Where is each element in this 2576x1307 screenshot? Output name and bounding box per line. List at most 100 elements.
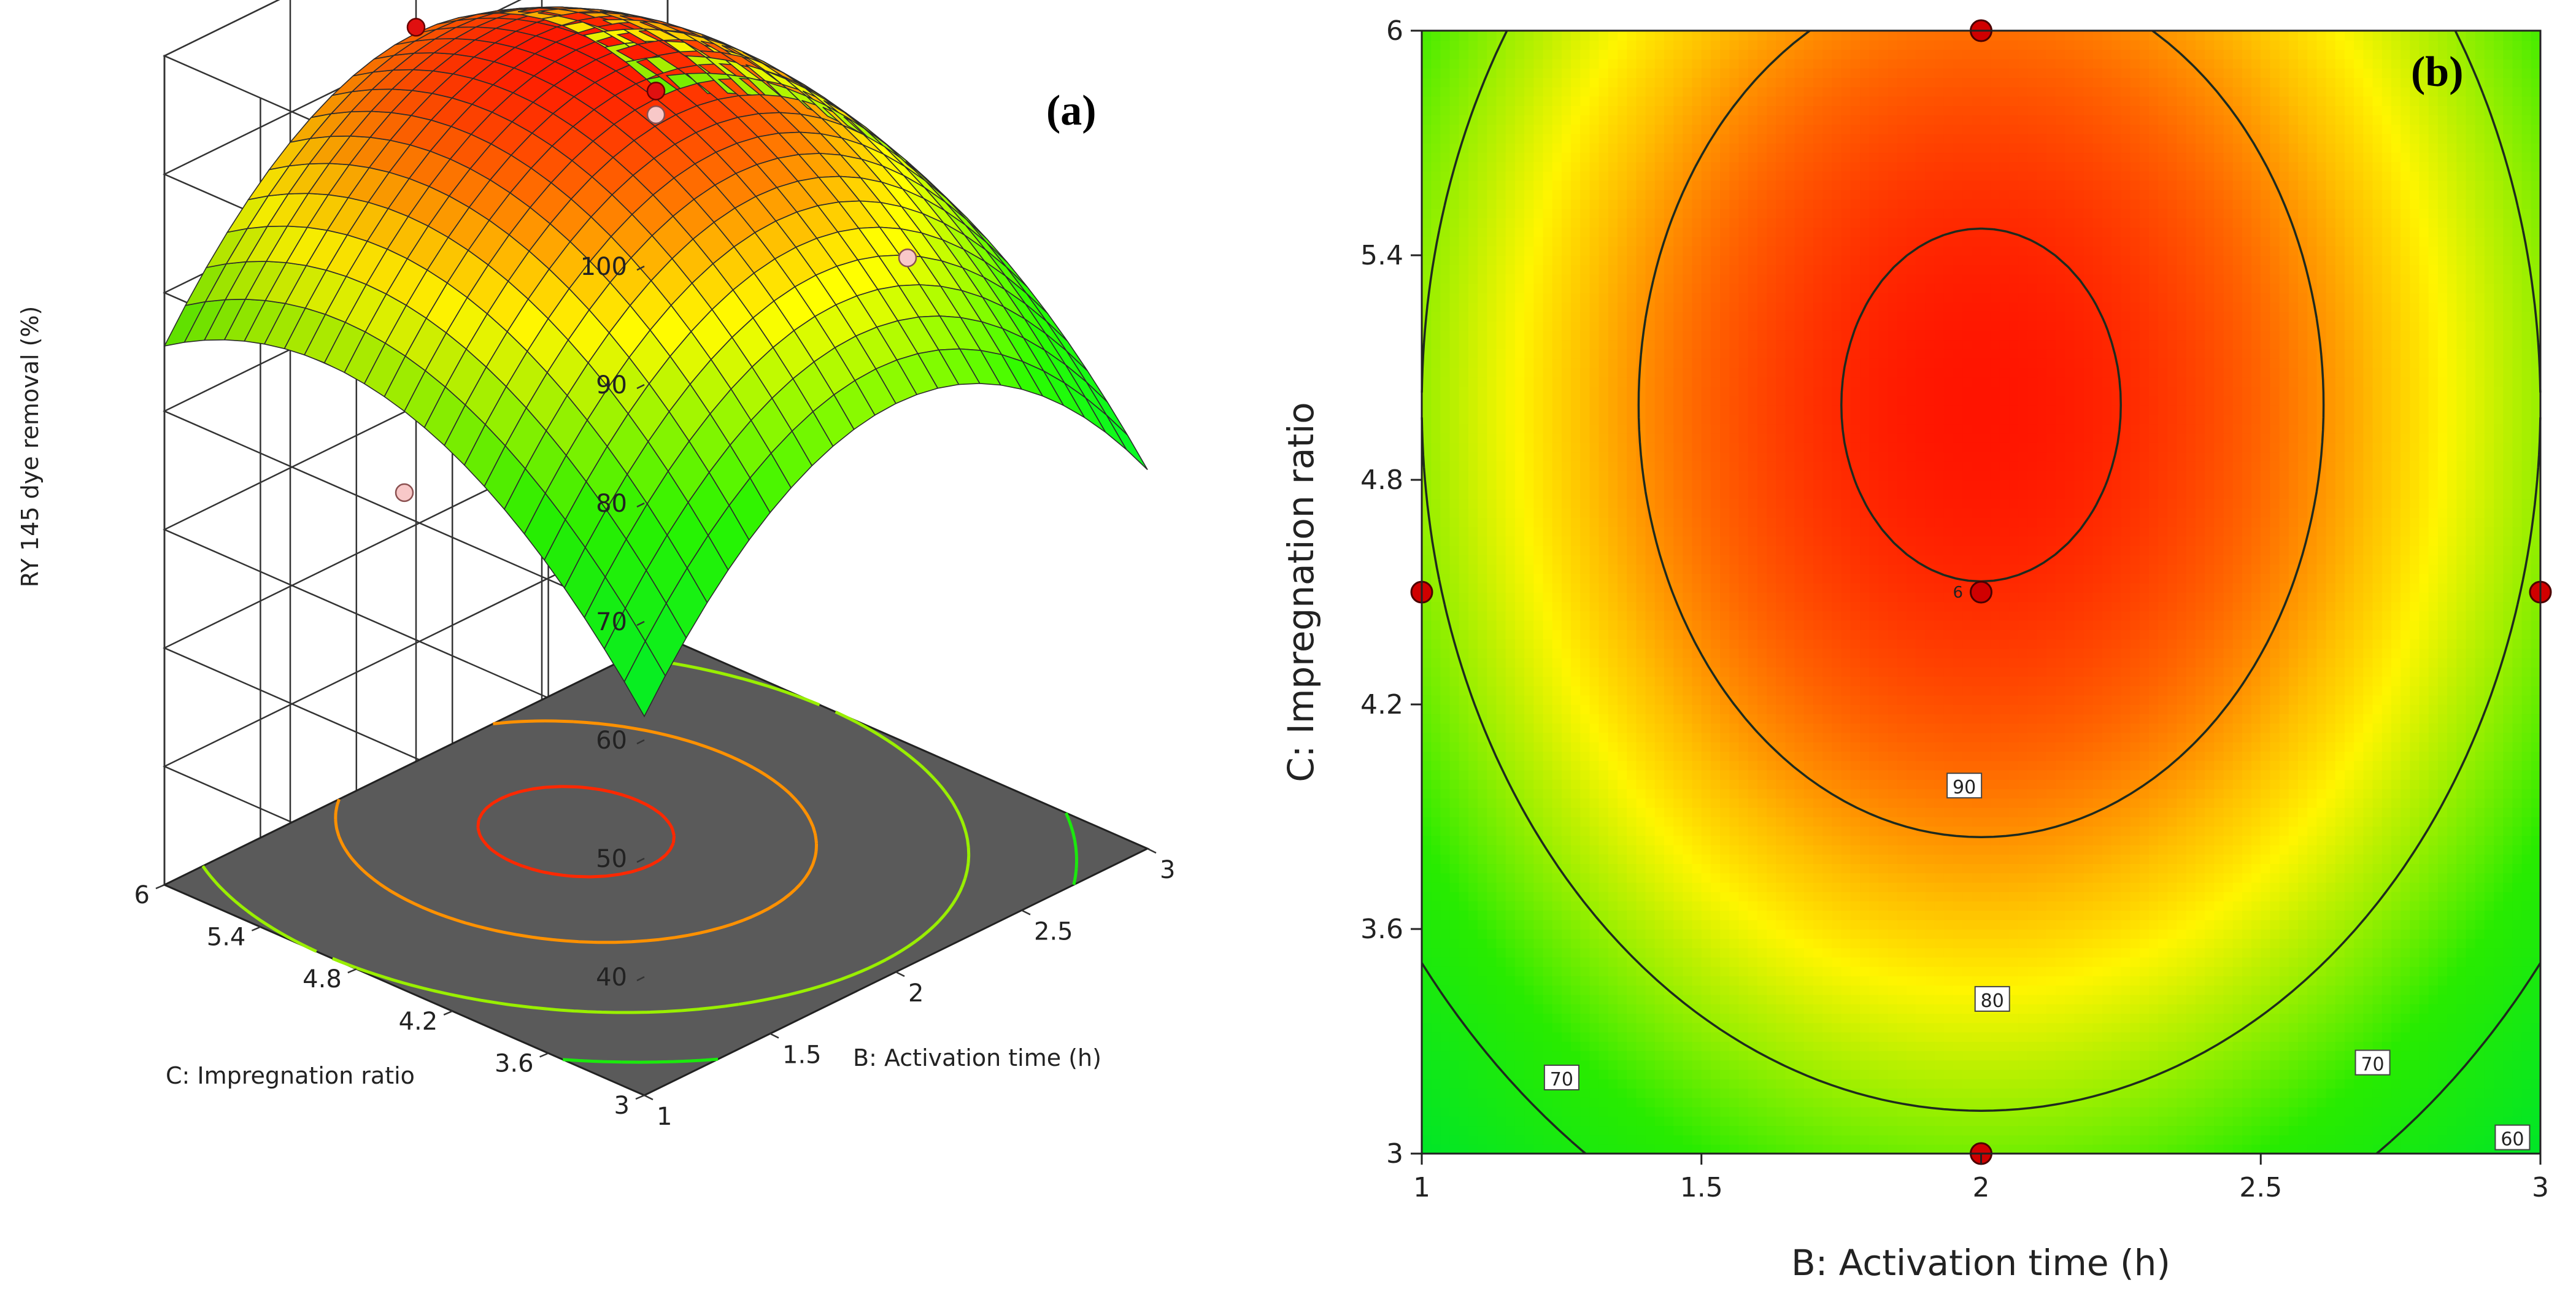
- panel-b-field-cell: [1571, 433, 1581, 443]
- panel-b-field-cell: [1701, 892, 1711, 902]
- panel-b-field-cell: [1654, 732, 1665, 742]
- panel-b-field-cell: [1571, 1097, 1581, 1108]
- panel-b-field-cell: [1720, 433, 1730, 443]
- panel-b-field-cell: [1580, 1004, 1591, 1014]
- panel-b-field-cell: [1543, 433, 1553, 443]
- panel-b-field-cell: [1673, 1041, 1684, 1052]
- panel-b-field-cell: [1449, 994, 1460, 1004]
- panel-a-response-surface: [163, 6, 1148, 718]
- panel-b-field-cell: [1608, 536, 1618, 546]
- panel-b-field-cell: [1683, 1031, 1693, 1042]
- panel-a-x-tick: [1021, 909, 1031, 916]
- panel-b-field-cell: [1543, 564, 1553, 574]
- panel-b-field-cell: [1561, 742, 1571, 752]
- panel-b-field-cell: [1468, 1060, 1478, 1070]
- panel-b-field-cell: [1487, 245, 1497, 256]
- panel-b-field-cell: [1449, 489, 1460, 499]
- panel-b-field-cell: [1459, 452, 1469, 462]
- panel-b-field-cell: [1636, 423, 1646, 434]
- panel-b-field-cell: [1468, 68, 1478, 79]
- panel-b-field-cell: [1543, 630, 1553, 640]
- panel-b-field-cell: [1422, 536, 1432, 546]
- panel-b-field-cell: [1478, 1144, 1488, 1154]
- panel-b-field-cell: [1618, 115, 1628, 125]
- panel-b-field-cell: [1748, 1069, 1758, 1079]
- panel-b-field-cell: [1645, 854, 1656, 865]
- panel-b-field-cell: [1645, 236, 1656, 247]
- panel-b-field-cell: [1422, 152, 1432, 163]
- panel-b-field-cell: [1496, 639, 1506, 649]
- panel-b-field-cell: [1608, 798, 1618, 808]
- panel-b-field-cell: [1738, 143, 1749, 153]
- panel-b-field-cell: [1422, 96, 1432, 106]
- panel-b-field-cell: [1701, 1125, 1711, 1136]
- panel-b-field-cell: [1710, 293, 1721, 303]
- panel-b-field-cell: [1449, 199, 1460, 209]
- panel-b-field-cell: [1468, 723, 1478, 733]
- panel-b-field-cell: [1589, 648, 1600, 658]
- panel-b-field-cell: [1440, 1004, 1451, 1014]
- panel-b-field-cell: [1720, 283, 1730, 293]
- panel-b-field-cell: [1496, 1116, 1506, 1127]
- panel-b-field-cell: [1618, 807, 1628, 817]
- panel-b-field-cell: [1468, 966, 1478, 977]
- panel-b-field-cell: [1468, 760, 1478, 771]
- panel-b-field-cell: [1636, 788, 1646, 799]
- panel-b-field-cell: [1608, 788, 1618, 799]
- panel-b-field-cell: [1683, 218, 1693, 228]
- panel-b-field-cell: [1440, 180, 1451, 191]
- panel-b-field-cell: [1748, 320, 1758, 331]
- panel-b-field-cell: [1589, 1031, 1600, 1042]
- panel-b-field-cell: [1636, 910, 1646, 920]
- panel-b-field-cell: [1720, 1125, 1730, 1136]
- panel-b-field-cell: [1636, 106, 1646, 116]
- panel-b-field-cell: [1449, 245, 1460, 256]
- panel-b-field-cell: [1618, 133, 1628, 144]
- panel-b-field-cell: [1459, 910, 1469, 920]
- panel-b-field-cell: [1449, 892, 1460, 902]
- panel-b-field-cell: [1710, 395, 1721, 406]
- panel-b-field-cell: [1496, 947, 1506, 958]
- panel-b-field-cell: [1654, 1116, 1665, 1127]
- panel-b-field-cell: [1459, 40, 1469, 50]
- panel-b-field-cell: [1561, 976, 1571, 986]
- panel-b-field-cell: [1720, 976, 1730, 986]
- panel-b-field-cell: [1552, 648, 1562, 658]
- panel-b-field-cell: [1673, 358, 1684, 368]
- panel-b-field-cell: [1449, 1004, 1460, 1014]
- panel-b-field-cell: [1431, 40, 1441, 50]
- panel-b-field-cell: [1608, 320, 1618, 331]
- panel-b-field-cell: [1505, 769, 1516, 780]
- panel-b-field-cell: [1552, 49, 1562, 60]
- panel-b-field-cell: [1692, 592, 1702, 603]
- panel-a-z-tick: [636, 384, 645, 390]
- panel-b-field-cell: [1748, 957, 1758, 967]
- panel-b-field-cell: [1487, 545, 1497, 555]
- panel-b-field-cell: [1673, 433, 1684, 443]
- panel-b-field-cell: [1571, 1106, 1581, 1117]
- panel-b-field-cell: [1422, 620, 1432, 630]
- panel-b-field-cell: [1729, 601, 1740, 612]
- panel-b-field-cell: [1561, 714, 1571, 724]
- panel-b-field-cell: [1580, 190, 1591, 200]
- panel-b-field-cell: [1608, 507, 1618, 518]
- panel-b-field-cell: [1729, 386, 1740, 396]
- panel-b-field-cell: [1449, 302, 1460, 312]
- panel-b-field-cell: [1673, 732, 1684, 742]
- panel-b-field-cell: [1664, 882, 1674, 892]
- panel-b-field-cell: [1524, 788, 1535, 799]
- panel-b-field-cell: [1505, 704, 1516, 715]
- panel-b-field-cell: [1748, 826, 1758, 836]
- panel-b-field-cell: [1618, 545, 1628, 555]
- panel-b-field-cell: [1496, 115, 1506, 125]
- panel-b-field-cell: [1431, 395, 1441, 406]
- panel-b-field-cell: [1598, 245, 1609, 256]
- panel-b-field-cell: [1449, 769, 1460, 780]
- panel-b-field-cell: [1654, 769, 1665, 780]
- panel-b-field-cell: [1487, 957, 1497, 967]
- panel-b-field-cell: [1440, 1041, 1451, 1052]
- panel-b-field-cell: [1701, 255, 1711, 266]
- panel-b-field-cell: [1748, 732, 1758, 742]
- panel-b-field-cell: [1589, 817, 1600, 827]
- panel-b-field-cell: [1487, 264, 1497, 275]
